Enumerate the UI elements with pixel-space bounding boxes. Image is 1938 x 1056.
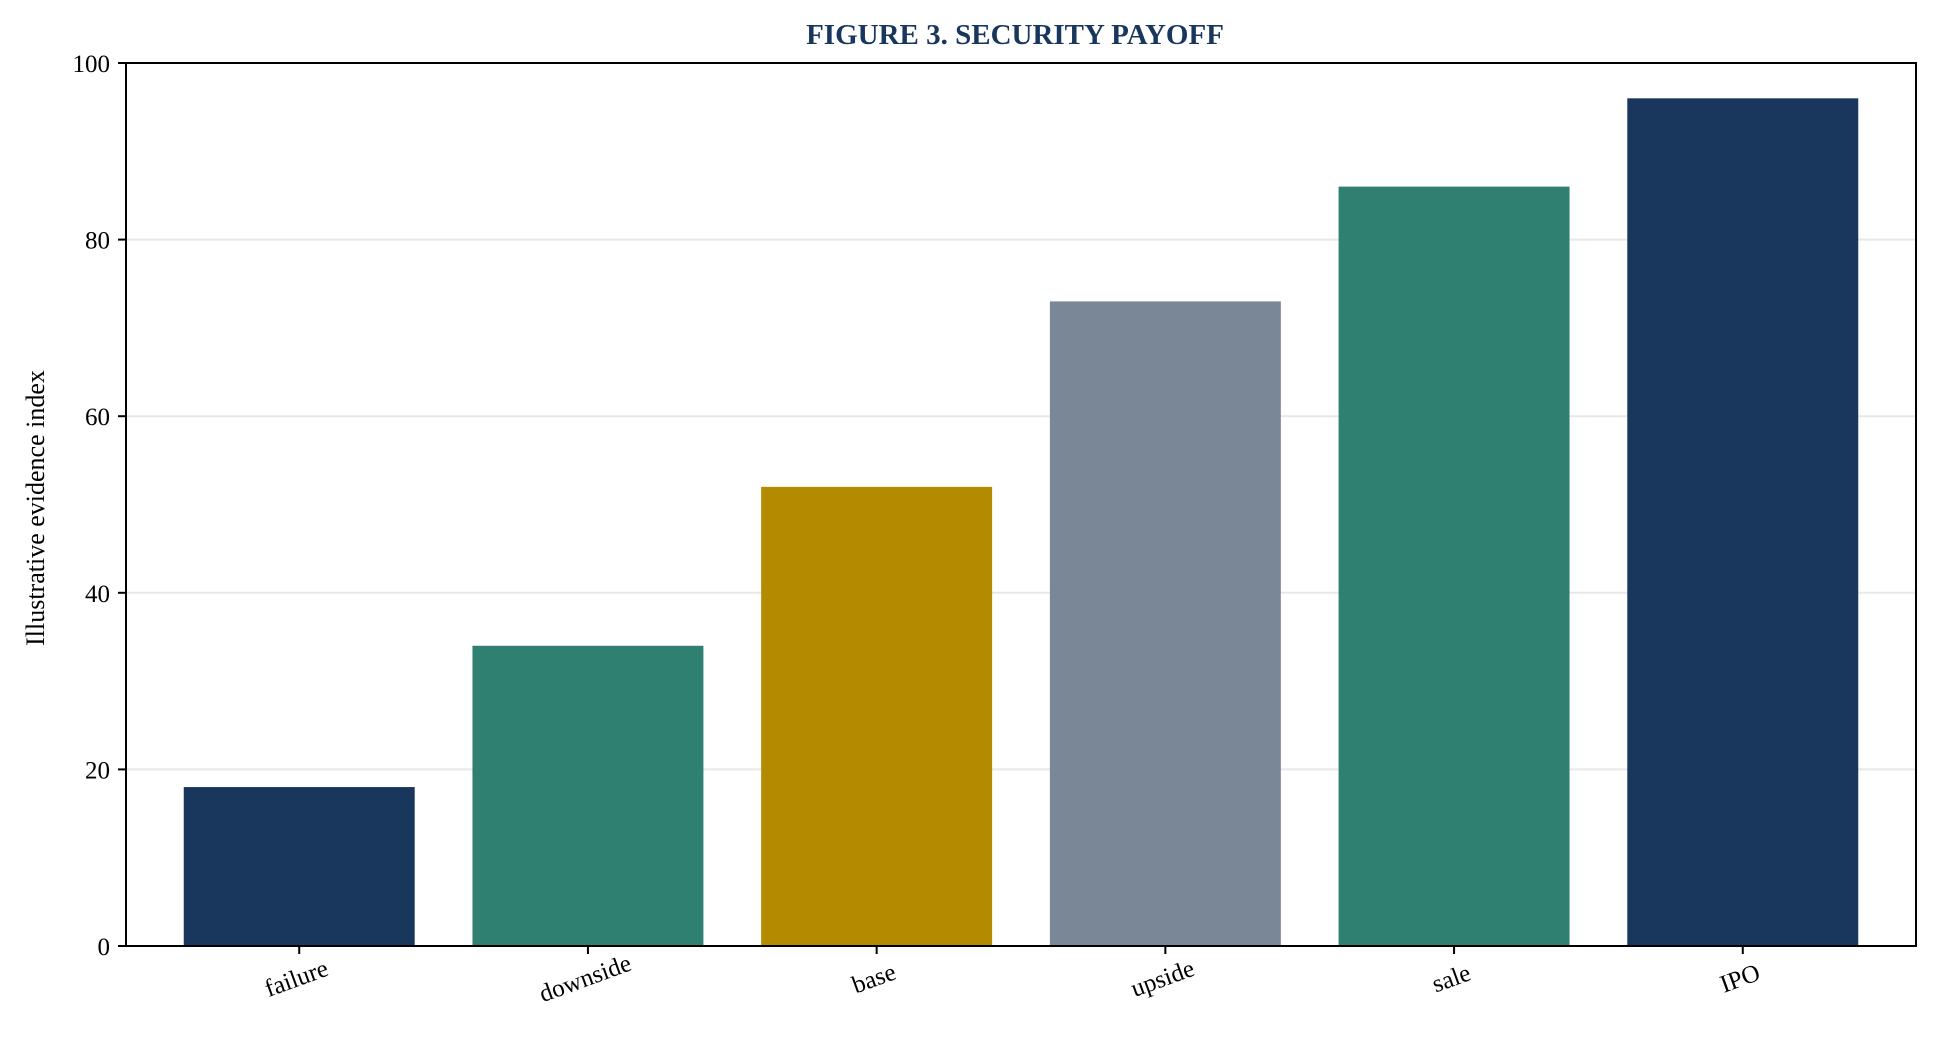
y-tick-label: 100 <box>73 51 111 78</box>
y-tick-label: 80 <box>85 228 110 255</box>
axes <box>125 62 1917 947</box>
bar-base <box>761 486 993 946</box>
x-ticks: failure downside base upside sale IPO <box>261 946 1764 1008</box>
bars <box>183 98 1859 946</box>
y-tick-label: 20 <box>85 757 110 784</box>
y-tick-label: 0 <box>98 934 111 961</box>
x-tick-label: upside <box>1128 955 1199 1003</box>
bar-failure <box>183 787 415 946</box>
x-tick-label: downside <box>536 950 635 1008</box>
bar-ipo <box>1627 98 1859 946</box>
x-tick-label: sale <box>1429 960 1475 999</box>
x-tick-label: failure <box>261 955 332 1003</box>
bar-downside <box>472 645 704 946</box>
x-tick-label: base <box>849 959 900 1000</box>
bar-upside <box>1049 301 1281 946</box>
bar-sale <box>1338 186 1570 946</box>
x-tick-label: IPO <box>1717 959 1764 998</box>
y-ticks: 0 20 40 60 80 100 <box>73 51 126 961</box>
chart-title: FIGURE 3. SECURITY PAYOFF <box>806 19 1224 51</box>
y-tick-label: 40 <box>85 581 110 608</box>
y-tick-label: 60 <box>85 404 110 431</box>
y-axis-label: Illustrative evidence index <box>21 370 50 646</box>
plot-frame <box>125 62 1917 947</box>
